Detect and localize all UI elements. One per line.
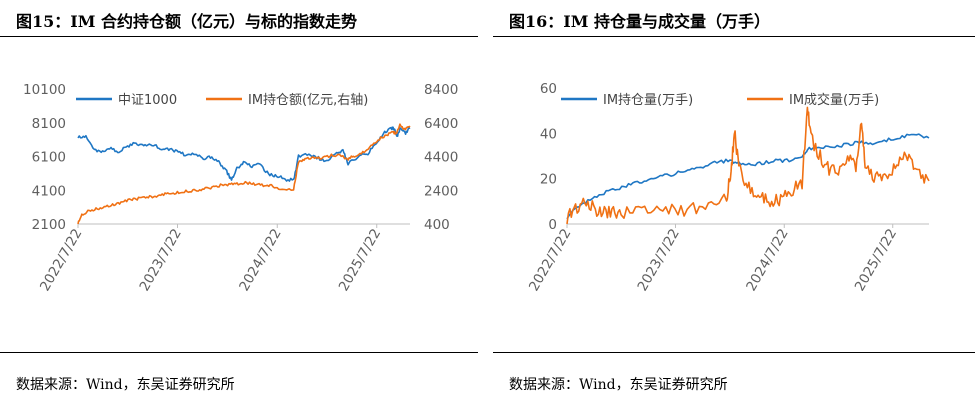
legend-label: IM成交量(万手) — [789, 92, 879, 108]
x-tick-label: 2024/7/22 — [743, 226, 791, 294]
chart-title: 图15：IM 合约持仓额（亿元）与标的指数走势 — [16, 12, 358, 31]
x-tick-label: 2025/7/22 — [852, 226, 900, 294]
title-divider — [0, 36, 478, 37]
y-tick-label: 8100 — [32, 116, 66, 132]
x-tick-label: 2025/7/22 — [336, 226, 384, 294]
y-tick-label: 20 — [540, 172, 557, 188]
legend-label: IM持仓额(亿元,右轴) — [248, 93, 368, 108]
x-tick-label: 2023/7/22 — [634, 226, 682, 294]
x-tick-label: 2022/7/22 — [526, 226, 574, 294]
y-tick-label: 40 — [540, 126, 557, 142]
y-tick-label: 6100 — [32, 150, 66, 166]
source-divider — [0, 352, 478, 353]
chart-title: 图16：IM 持仓量与成交量（万手） — [509, 12, 771, 31]
y2-tick-label: 6400 — [424, 116, 458, 132]
legend-label: IM持仓量(万手) — [603, 93, 693, 108]
y-tick-label: 10100 — [23, 82, 66, 98]
title-divider — [493, 36, 975, 37]
series-line-secondary — [77, 123, 411, 225]
x-tick-label: 2023/7/22 — [136, 226, 184, 294]
data-source-note: 数据来源：Wind，东吴证券研究所 — [16, 377, 235, 393]
series-line-secondary — [566, 106, 930, 225]
chart-im-holding-value: 10100 8100 6100 4100 2100 8400 6400 4400 2400 400… — [23, 82, 458, 294]
y2-tick-label: 2400 — [424, 183, 458, 199]
source-divider — [493, 352, 975, 353]
y-tick-label: 4100 — [32, 183, 66, 199]
series-line-primary — [77, 126, 411, 182]
y-tick-label: 60 — [540, 81, 557, 97]
y2-tick-label: 4400 — [424, 150, 458, 166]
y2-tick-label: 400 — [424, 217, 450, 233]
chart-panel-im-holding-value: 图15：IM 合约持仓额（亿元）与标的指数走势 10100 8100 6100 410… — [0, 0, 478, 405]
data-source-note: 数据来源：Wind，东吴证券研究所 — [509, 377, 728, 393]
y2-tick-label: 8400 — [424, 82, 458, 98]
x-tick-label: 2022/7/22 — [37, 226, 85, 294]
y-tick-label: 0 — [548, 217, 557, 233]
x-tick-label: 2024/7/22 — [236, 226, 284, 294]
legend-label: 中证1000 — [118, 93, 177, 108]
chart-panel-im-volume: 图16：IM 持仓量与成交量（万手） 60 40 20 0 2022/7/22 2023/… — [493, 0, 975, 405]
y-tick-label: 2100 — [32, 217, 66, 233]
